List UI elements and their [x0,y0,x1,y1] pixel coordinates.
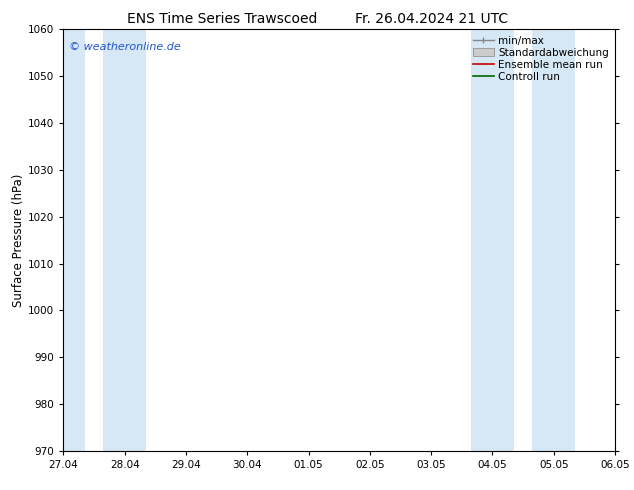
Text: ENS Time Series Trawscoed: ENS Time Series Trawscoed [127,12,317,26]
Y-axis label: Surface Pressure (hPa): Surface Pressure (hPa) [12,173,25,307]
Bar [103,29,146,451]
Legend: min/max, Standardabweichung, Ensemble mean run, Controll run: min/max, Standardabweichung, Ensemble me… [469,31,613,86]
Text: © weatheronline.de: © weatheronline.de [69,42,181,52]
Text: Fr. 26.04.2024 21 UTC: Fr. 26.04.2024 21 UTC [354,12,508,26]
Bar [63,29,85,451]
Bar [471,29,514,451]
Bar [533,29,575,451]
